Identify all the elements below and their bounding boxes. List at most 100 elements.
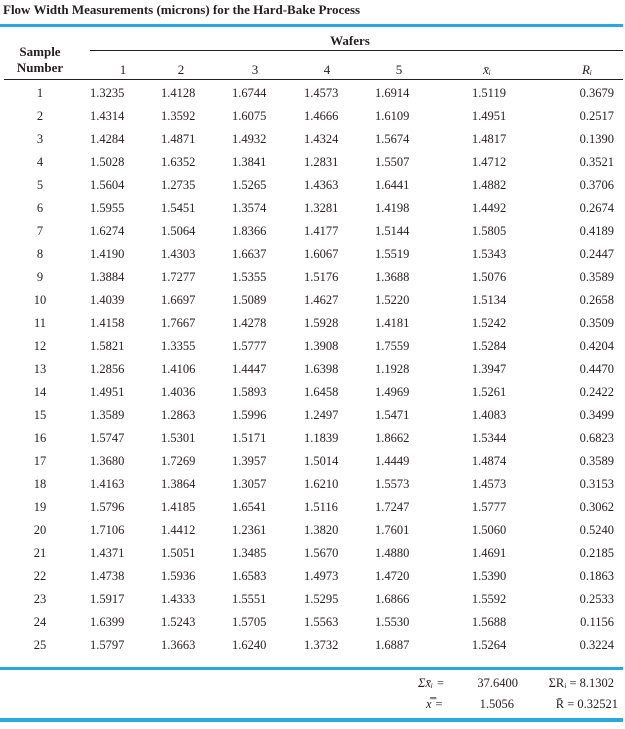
range-cell: 0.2422	[579, 385, 614, 399]
wafer-1-cell: 1.3589	[90, 408, 125, 422]
wafer-4-cell: 1.5928	[304, 316, 339, 330]
range-cell: 0.1390	[579, 132, 614, 146]
wafer-5-cell: 1.6441	[375, 178, 410, 192]
wafer-1-cell: 1.5821	[90, 339, 125, 353]
xbar-cell: 1.5777	[471, 500, 507, 514]
wafer-2-cell: 1.3663	[161, 638, 196, 652]
sum-xbar-label: Σx̄ᵢ =	[418, 676, 445, 690]
wafer-1-cell: 1.4951	[90, 385, 125, 399]
wafer-4-cell: 1.4627	[304, 293, 339, 307]
rbar: R̄ = 0.32521	[555, 697, 618, 711]
range-cell: 0.6823	[579, 431, 614, 445]
xbar-cell: 1.4951	[471, 109, 507, 123]
wafer-4-cell: 1.2831	[304, 155, 339, 169]
wafer-1-cell: 1.3680	[90, 454, 125, 468]
wafer-5-cell: 1.3688	[375, 270, 410, 284]
wafer-2-cell: 1.5051	[161, 546, 196, 560]
summary-block: Σx̄ᵢ = 37.6400 ΣRᵢ = 8.1302 x̿ = 1.5056 …	[0, 673, 625, 717]
sample-number-header: Sample Number	[0, 44, 80, 76]
wafer-4-cell: 1.3908	[304, 339, 339, 353]
range-cell: 0.3062	[579, 500, 614, 514]
xbar-cell: 1.5805	[471, 224, 507, 238]
xbar-cell: 1.4874	[471, 454, 507, 468]
wafer-4-cell: 1.4324	[304, 132, 339, 146]
sum-r: ΣRᵢ = 8.1302	[548, 676, 614, 690]
wafer-5-cell: 1.5674	[375, 132, 410, 146]
xbar-cell: 1.4712	[471, 155, 507, 169]
range-cell: 0.3706	[579, 178, 614, 192]
wafer-4-cell: 1.2497	[304, 408, 339, 422]
wafer-2-cell: 1.3864	[161, 477, 196, 491]
wafer-1-cell: 1.4039	[90, 293, 125, 307]
wafer-5-cell: 1.5220	[375, 293, 410, 307]
wafer-1-cell: 1.4158	[90, 316, 125, 330]
wafer-1-cell: 1.3235	[90, 86, 125, 100]
range-cell: 0.2185	[579, 546, 614, 560]
wafer-1-cell: 1.4284	[90, 132, 125, 146]
xbar-cell: 1.5134	[471, 293, 507, 307]
wafer-3-cell: 1.3841	[232, 155, 267, 169]
wafer-4-cell: 1.4363	[304, 178, 339, 192]
sample-number-cell: 13	[33, 362, 47, 376]
wafer-5-cell: 1.6914	[375, 86, 410, 100]
wafer-col-header-1: 1	[119, 62, 127, 77]
wafer-col-header-3: 3	[251, 62, 259, 77]
sample-number-cell: 22	[33, 569, 47, 583]
sample-number-cell: 20	[33, 523, 47, 537]
wafer-5-cell: 1.4198	[375, 201, 410, 215]
wafer-2-cell: 1.4036	[161, 385, 196, 399]
sample-number-cell: 2	[36, 109, 44, 123]
xbar-cell: 1.4817	[471, 132, 507, 146]
wafer-2-cell: 1.4333	[161, 592, 196, 606]
wafer-3-cell: 1.5089	[232, 293, 267, 307]
range-cell: 0.4204	[579, 339, 614, 353]
wafer-2-cell: 1.7667	[161, 316, 196, 330]
wafer-4-cell: 1.4973	[304, 569, 339, 583]
wafer-2-cell: 1.7269	[161, 454, 196, 468]
xbar-cell: 1.5343	[471, 247, 507, 261]
wafer-3-cell: 1.8366	[232, 224, 267, 238]
wafer-4-cell: 1.4573	[304, 86, 339, 100]
sample-number-cell: 25	[33, 638, 47, 652]
sample-label-line2: Number	[16, 60, 64, 75]
range-cell: 0.3521	[579, 155, 614, 169]
grand-mean-value: 1.5056	[479, 697, 514, 711]
wafer-col-header-5: 5	[395, 62, 403, 77]
xbar-cell: 1.5592	[471, 592, 507, 606]
sample-number-cell: 11	[33, 316, 47, 330]
wafer-1-cell: 1.6399	[90, 615, 125, 629]
wafer-3-cell: 1.3957	[232, 454, 267, 468]
sample-number-cell: 3	[36, 132, 44, 146]
wafer-1-cell: 1.5955	[90, 201, 125, 215]
sample-number-cell: 1	[36, 86, 44, 100]
wafer-1-cell: 1.4163	[90, 477, 125, 491]
wafer-3-cell: 1.2361	[232, 523, 267, 537]
wafer-4-cell: 1.1839	[304, 431, 339, 445]
range-cell: 0.3509	[579, 316, 614, 330]
wafer-3-cell: 1.5893	[232, 385, 267, 399]
range-cell: 0.2658	[579, 293, 614, 307]
wafer-4-cell: 1.5116	[304, 500, 338, 514]
xbar-cell: 1.4691	[471, 546, 507, 560]
wafer-1-cell: 1.3884	[90, 270, 125, 284]
xbar-col-header: x̄ᵢ	[483, 62, 491, 77]
wafer-2-cell: 1.6697	[161, 293, 196, 307]
wafer-2-cell: 1.4871	[161, 132, 196, 146]
wafer-3-cell: 1.3485	[232, 546, 267, 560]
wafer-4-cell: 1.6458	[304, 385, 339, 399]
xbar-cell: 1.5060	[471, 523, 507, 537]
wafer-2-cell: 1.5243	[161, 615, 196, 629]
top-rule	[0, 24, 623, 27]
wafer-3-cell: 1.3057	[232, 477, 267, 491]
xbar-cell: 1.5261	[471, 385, 507, 399]
wafer-4-cell: 1.5563	[304, 615, 339, 629]
sample-number-cell: 10	[33, 293, 47, 307]
wafer-4-cell: 1.3732	[304, 638, 339, 652]
wafer-2-cell: 1.2863	[161, 408, 196, 422]
wafer-4-cell: 1.6067	[304, 247, 339, 261]
sample-number-cell: 16	[33, 431, 47, 445]
sample-number-cell: 4	[36, 155, 44, 169]
xbar-cell: 1.4492	[471, 201, 507, 215]
wafer-4-cell: 1.6398	[304, 362, 339, 376]
wafer-5-cell: 1.4181	[375, 316, 410, 330]
